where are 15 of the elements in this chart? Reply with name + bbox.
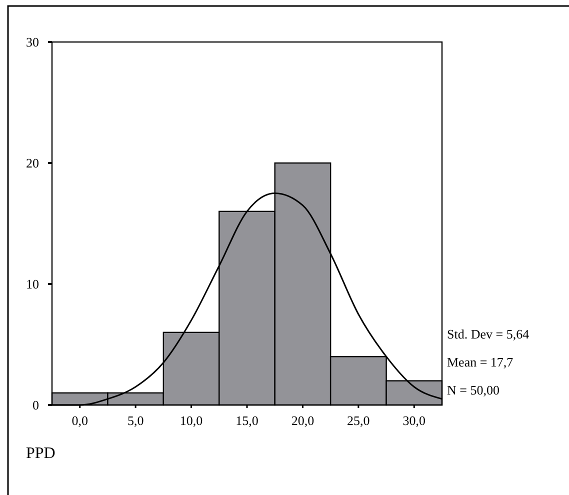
y-tick-label: 30: [26, 34, 39, 50]
x-tick-label: 25,0: [347, 413, 370, 428]
x-tick-label: 5,0: [127, 413, 144, 428]
x-tick-label: 15,0: [236, 413, 258, 428]
x-tick-label: 10,0: [180, 413, 203, 428]
y-tick-label: 10: [26, 276, 39, 292]
x-tick-label: 20,0: [291, 413, 314, 428]
text: Std. Dev = 5,64: [447, 326, 530, 342]
x-tick-label: 0,0: [72, 413, 88, 428]
text: N = 50,00: [447, 382, 500, 398]
x-axis-title: PPD: [26, 445, 56, 462]
y-tick-label: 20: [26, 156, 39, 171]
x-tick-label: 30,0: [402, 413, 426, 428]
text: Mean = 17,7: [447, 354, 514, 370]
y-tick-label: 0: [32, 398, 39, 413]
